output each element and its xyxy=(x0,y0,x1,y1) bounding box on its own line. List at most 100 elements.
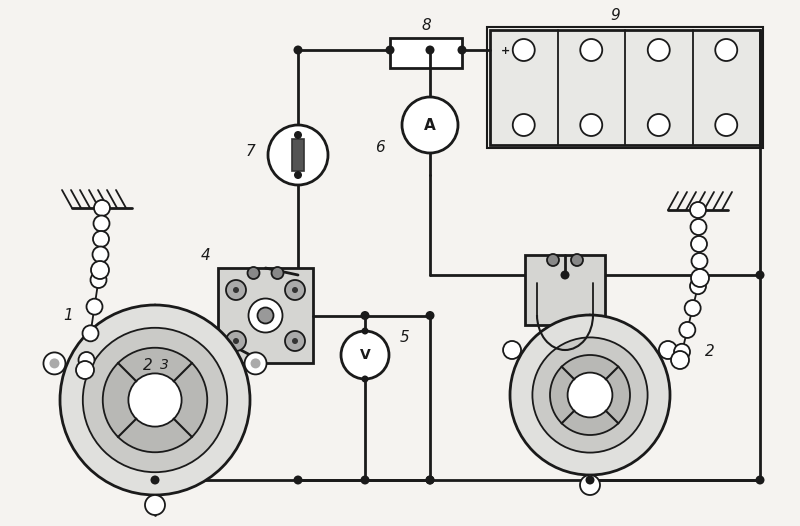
Circle shape xyxy=(150,476,159,484)
Circle shape xyxy=(426,311,434,320)
Circle shape xyxy=(568,372,613,418)
Circle shape xyxy=(691,253,707,269)
Circle shape xyxy=(258,308,274,323)
Circle shape xyxy=(90,272,106,288)
Circle shape xyxy=(690,278,706,294)
Circle shape xyxy=(755,476,765,484)
Circle shape xyxy=(245,352,266,375)
Circle shape xyxy=(294,46,302,55)
Circle shape xyxy=(285,331,305,351)
Circle shape xyxy=(86,299,102,315)
Circle shape xyxy=(648,114,670,136)
Text: 1: 1 xyxy=(63,308,73,322)
Circle shape xyxy=(82,326,98,341)
Circle shape xyxy=(285,280,305,300)
Circle shape xyxy=(547,254,559,266)
Bar xyxy=(218,268,313,363)
Bar xyxy=(525,255,605,325)
Circle shape xyxy=(294,171,302,179)
Circle shape xyxy=(510,315,670,475)
Circle shape xyxy=(755,270,765,279)
Circle shape xyxy=(249,298,282,332)
Circle shape xyxy=(685,300,701,316)
Circle shape xyxy=(679,322,695,338)
Circle shape xyxy=(715,39,738,61)
Text: 7: 7 xyxy=(245,145,255,159)
Circle shape xyxy=(550,355,630,435)
Circle shape xyxy=(715,114,738,136)
Circle shape xyxy=(648,39,670,61)
Circle shape xyxy=(50,358,59,368)
Circle shape xyxy=(426,46,434,55)
Circle shape xyxy=(91,261,109,279)
Circle shape xyxy=(233,287,239,293)
Circle shape xyxy=(580,39,602,61)
Circle shape xyxy=(145,495,165,515)
Circle shape xyxy=(226,280,246,300)
Circle shape xyxy=(271,267,283,279)
Text: A: A xyxy=(424,117,436,133)
Bar xyxy=(292,139,304,171)
Circle shape xyxy=(83,328,227,472)
Circle shape xyxy=(128,373,182,427)
Text: +: + xyxy=(502,46,510,56)
Text: 2: 2 xyxy=(705,345,715,359)
Bar xyxy=(390,38,462,68)
Circle shape xyxy=(341,331,389,379)
Circle shape xyxy=(513,114,534,136)
Circle shape xyxy=(426,476,434,484)
Circle shape xyxy=(580,475,600,495)
Circle shape xyxy=(250,358,261,368)
Circle shape xyxy=(233,338,239,344)
Circle shape xyxy=(102,348,207,452)
Circle shape xyxy=(659,341,677,359)
Circle shape xyxy=(361,311,370,320)
Circle shape xyxy=(402,97,458,153)
Circle shape xyxy=(580,114,602,136)
Circle shape xyxy=(362,376,369,382)
Circle shape xyxy=(503,341,521,359)
Circle shape xyxy=(93,247,109,262)
Circle shape xyxy=(692,270,708,286)
Circle shape xyxy=(94,216,110,231)
Text: 3: 3 xyxy=(159,358,169,372)
Circle shape xyxy=(586,476,594,484)
Bar xyxy=(490,30,760,145)
Circle shape xyxy=(386,46,394,55)
Circle shape xyxy=(76,361,94,379)
Circle shape xyxy=(60,305,250,495)
Circle shape xyxy=(92,262,108,278)
Circle shape xyxy=(292,338,298,344)
Text: V: V xyxy=(360,348,370,362)
Circle shape xyxy=(513,39,534,61)
Circle shape xyxy=(292,287,298,293)
Text: 8: 8 xyxy=(421,17,431,33)
Circle shape xyxy=(247,267,259,279)
Circle shape xyxy=(294,476,302,484)
Circle shape xyxy=(533,337,648,452)
Circle shape xyxy=(94,200,110,216)
Circle shape xyxy=(43,352,66,375)
Circle shape xyxy=(458,46,466,55)
Circle shape xyxy=(561,270,570,279)
Circle shape xyxy=(361,476,370,484)
Circle shape xyxy=(362,328,369,335)
Text: 9: 9 xyxy=(610,8,620,24)
Circle shape xyxy=(294,131,302,139)
Text: 6: 6 xyxy=(375,139,385,155)
Circle shape xyxy=(690,202,706,218)
Bar xyxy=(487,27,763,148)
Circle shape xyxy=(691,269,709,287)
Circle shape xyxy=(691,236,707,252)
Circle shape xyxy=(674,344,690,360)
Circle shape xyxy=(571,254,583,266)
Circle shape xyxy=(690,219,706,235)
Text: 2: 2 xyxy=(143,358,153,372)
Circle shape xyxy=(226,331,246,351)
Circle shape xyxy=(93,231,109,247)
Text: 4: 4 xyxy=(201,248,211,264)
Circle shape xyxy=(268,125,328,185)
Text: 5: 5 xyxy=(400,329,410,345)
Circle shape xyxy=(78,352,94,368)
Circle shape xyxy=(426,476,434,484)
